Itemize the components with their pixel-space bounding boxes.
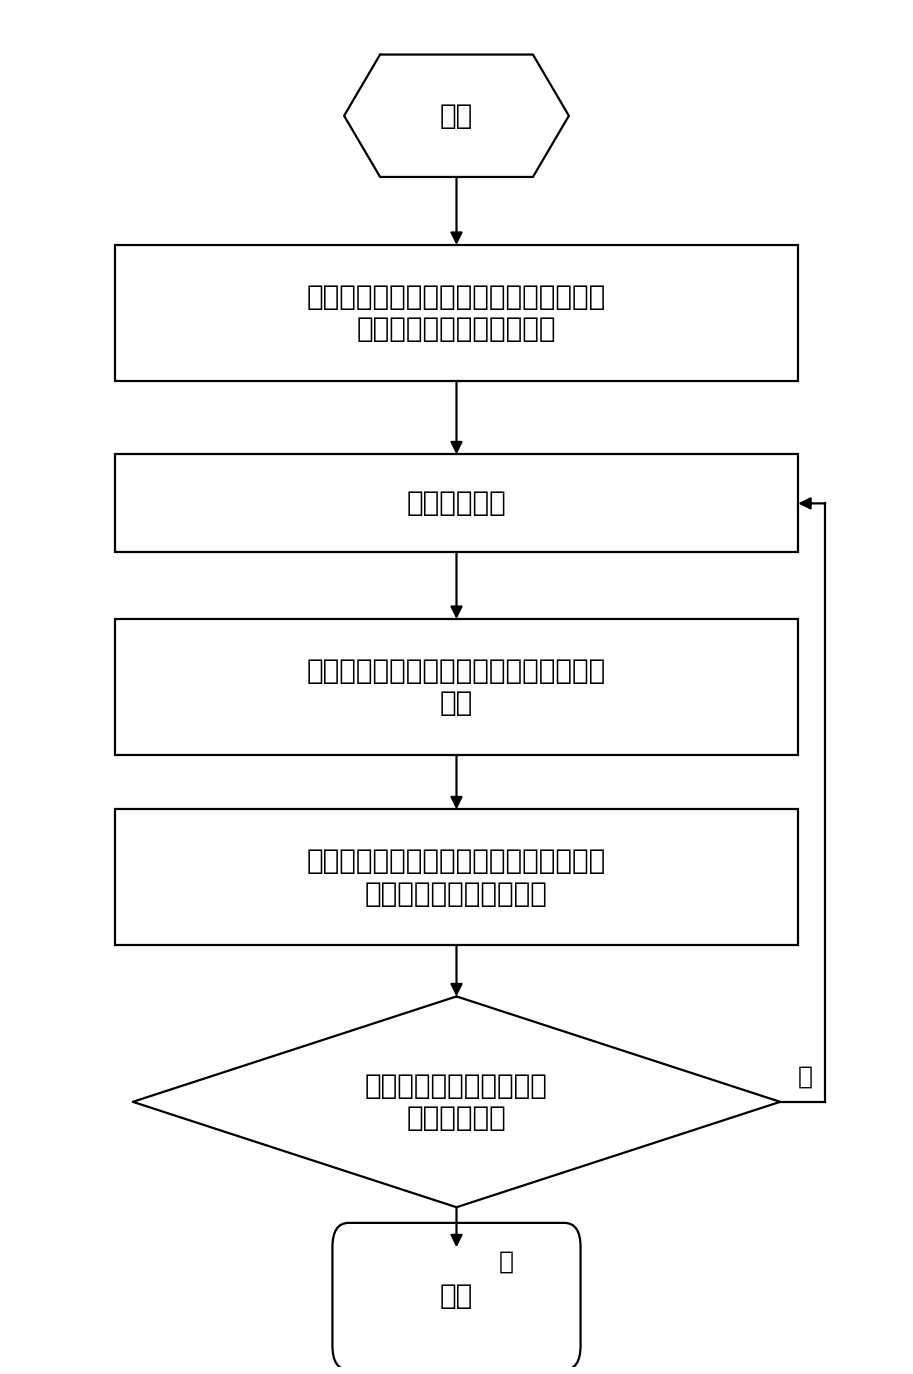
Bar — [115, 455, 798, 552]
Text: 科学仪器与待安装新部件
通讯是否正常: 科学仪器与待安装新部件 通讯是否正常 — [365, 1072, 548, 1132]
Text: 结束: 结束 — [440, 1282, 473, 1311]
Text: 对科学仪器、待安装新部件及数据适配器
模块上电，进行集成测试: 对科学仪器、待安装新部件及数据适配器 模块上电，进行集成测试 — [307, 848, 606, 908]
Text: 修改数据解析及转发软件中数据格式适配
软件: 修改数据解析及转发软件中数据格式适配 软件 — [307, 657, 606, 717]
Text: 是: 是 — [498, 1249, 513, 1274]
Bar — [115, 245, 798, 381]
Text: 获取通讯协议: 获取通讯协议 — [406, 489, 507, 518]
Text: 确认总线接口，将科学仪器以及待安装新
部件分别与数据适配器连接: 确认总线接口，将科学仪器以及待安装新 部件分别与数据适配器连接 — [307, 283, 606, 344]
Bar — [115, 809, 798, 945]
Bar — [115, 620, 798, 754]
Text: 开始: 开始 — [440, 102, 473, 129]
Text: 否: 否 — [798, 1065, 813, 1088]
